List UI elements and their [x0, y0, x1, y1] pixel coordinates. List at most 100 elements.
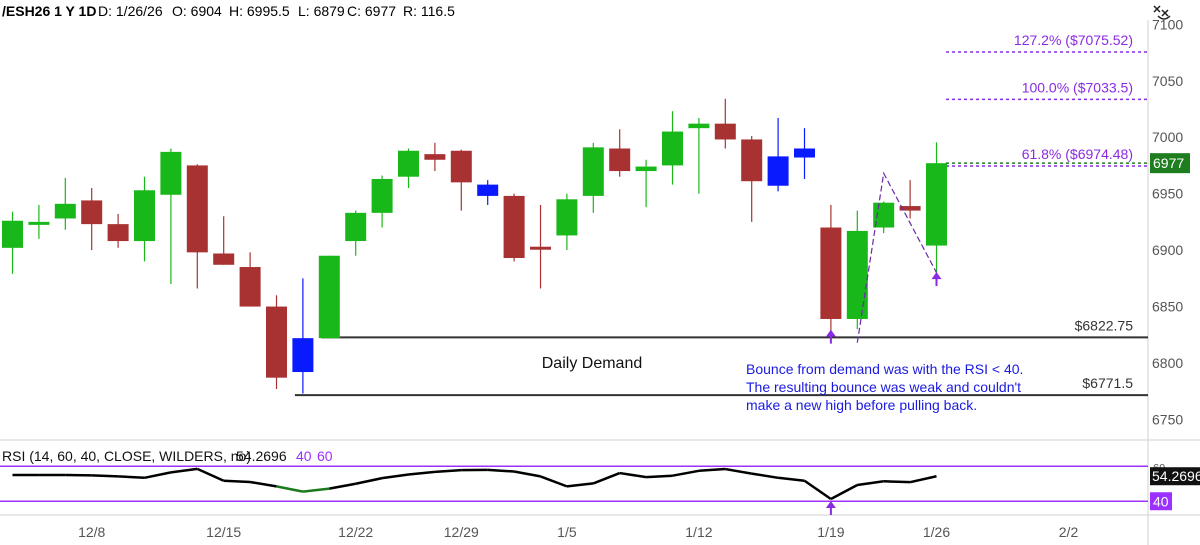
candle-body — [371, 178, 393, 213]
rsi-segment — [91, 474, 119, 478]
candle-body — [688, 123, 710, 129]
rsi-segment — [144, 471, 172, 480]
price-tick-label: 6850 — [1152, 299, 1183, 315]
candle-body — [503, 195, 525, 259]
candle-body — [767, 156, 789, 186]
rsi-band-tag-40 — [1150, 492, 1172, 511]
date-label: D: 1/26/26 — [98, 3, 163, 19]
price-tick-label: 7050 — [1152, 73, 1183, 89]
rsi-segment — [223, 479, 251, 484]
date-tick-label: 2/2 — [1059, 524, 1079, 540]
candle-body — [609, 148, 631, 172]
date-tick-label: 12/15 — [206, 524, 241, 540]
date-tick-label: 1/5 — [557, 524, 577, 540]
rsi-last-tag-text: 54.2696 — [1152, 468, 1200, 484]
rsi-segment — [751, 472, 779, 480]
candle-body — [530, 246, 551, 250]
rsi-segment — [777, 476, 805, 483]
price-tick-label: 6800 — [1152, 355, 1183, 371]
rsi-segment — [803, 479, 832, 501]
candle-body — [318, 255, 340, 339]
date-tick-label: 1/12 — [685, 524, 712, 540]
candle-body — [160, 151, 182, 195]
candle-body — [794, 148, 815, 158]
annotation-line: make a new high before pulling back. — [746, 397, 977, 413]
rsi-segment — [276, 485, 304, 493]
candles — [2, 98, 947, 394]
rsi-segment — [329, 482, 356, 490]
level-lines: $6822.75 $6771.5 Daily Demand — [294, 317, 1148, 397]
candle-body — [714, 123, 736, 140]
candle-body — [134, 190, 155, 242]
demand-level-label: $6771.5 — [1082, 375, 1133, 391]
candle-body — [846, 230, 868, 319]
candle-body — [477, 184, 499, 196]
grid-lines — [0, 20, 1200, 545]
rsi-segment — [672, 469, 700, 477]
rsi-segment — [513, 470, 541, 478]
candle-body — [345, 212, 367, 242]
rsi-segment — [830, 483, 858, 501]
candle-body — [635, 166, 657, 172]
low-label: L: 6879 — [298, 3, 345, 19]
rsi-segment — [302, 487, 330, 493]
rsi-segment — [566, 482, 594, 488]
demand-level-label: $6822.75 — [1075, 317, 1134, 333]
rsi-segment — [592, 471, 621, 485]
fib-level-label: 61.8% ($6974.48) — [1022, 146, 1133, 162]
date-tick-label: 12/8 — [78, 524, 105, 540]
open-label: O: 6904 — [172, 3, 222, 19]
up-arrow-icon — [825, 329, 836, 344]
annotation-line: The resulting bounce was weak and couldn… — [746, 379, 1021, 395]
drawing-tools-icon[interactable] — [1153, 5, 1171, 20]
rsi-segment — [196, 467, 225, 482]
arrow-head — [825, 500, 836, 508]
up-arrow-icon — [931, 272, 942, 287]
range-label: R: 116.5 — [403, 3, 455, 19]
rsi-segment — [619, 471, 647, 479]
candle-body — [107, 224, 129, 242]
zone-label: Daily Demand — [542, 355, 642, 372]
rsi-segment — [381, 473, 409, 480]
candle-body — [398, 150, 419, 177]
rsi-segment — [170, 467, 198, 474]
date-tick-label: 12/29 — [444, 524, 479, 540]
fib-level-label: 100.0% ($7033.5) — [1022, 79, 1133, 95]
last-price-tag-text: 6977 — [1153, 155, 1184, 171]
price-tick-label: 7100 — [1152, 16, 1183, 32]
rsi-segment — [909, 475, 937, 484]
candle-body — [2, 220, 23, 248]
fib-lines: 127.2% ($7075.52) 100.0% ($7033.5) 61.8% (… — [946, 32, 1148, 167]
symbol-label: /ESH26 1 Y 1D — [2, 3, 96, 19]
candle-body — [556, 199, 578, 236]
price-tick-label: 6950 — [1152, 186, 1183, 202]
rsi-segment — [118, 475, 145, 480]
rsi-level-a: 40 — [296, 448, 312, 464]
fib-level-label: 127.2% ($7075.52) — [1014, 32, 1133, 48]
high-label: H: 6995.5 — [229, 3, 290, 19]
date-tick-label: 1/26 — [923, 524, 950, 540]
rsi-last-tag — [1150, 467, 1200, 486]
candle-body — [213, 253, 235, 265]
rsi-segment — [540, 475, 568, 488]
candle-body — [292, 338, 314, 373]
arrow-head — [931, 272, 942, 280]
rsi-segment — [646, 474, 673, 479]
rsi-title: RSI (14, 60, 40, CLOSE, WILDERS, no) — [2, 448, 251, 464]
rsi-value: 54.2696 — [236, 448, 287, 464]
price-tick-label: 6750 — [1152, 411, 1183, 427]
time-axis: 12/8 12/15 12/22 12/29 1/5 1/12 1/19 1/26 2/2 — [78, 524, 1078, 540]
candle-body — [662, 131, 683, 166]
candle-body — [899, 206, 921, 211]
rsi-segment — [725, 467, 752, 475]
arrow-head — [825, 329, 836, 337]
rsi-band-tag-40-text: 40 — [1153, 493, 1169, 509]
date-tick-label: 12/22 — [338, 524, 373, 540]
rsi-segment — [698, 467, 726, 473]
rsi-segment — [408, 470, 436, 476]
rsi-segment — [857, 480, 884, 487]
last-price-tag — [1150, 153, 1190, 174]
candle-body — [239, 267, 261, 307]
candle-body — [820, 227, 842, 319]
